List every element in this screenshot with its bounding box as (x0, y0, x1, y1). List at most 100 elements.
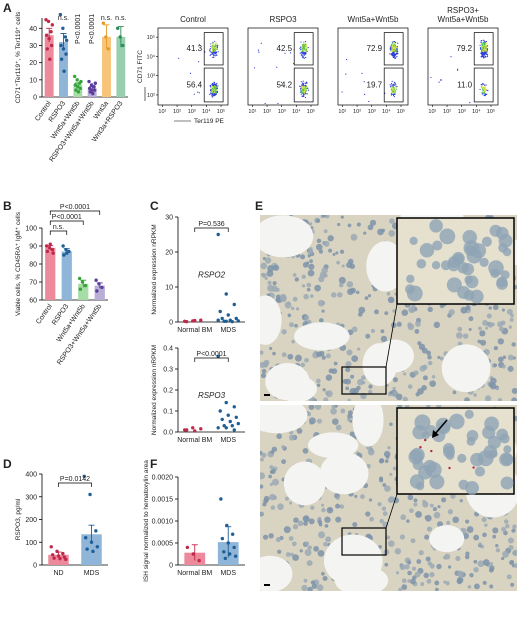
nucleus (434, 580, 440, 586)
nucleus-large (457, 285, 471, 299)
y-tick-label: 0 (169, 320, 173, 327)
data-point (44, 18, 48, 22)
nucleus (384, 562, 389, 567)
flow-event (302, 80, 304, 82)
flow-event (481, 45, 484, 47)
data-point (104, 35, 108, 39)
flow-event (214, 89, 216, 92)
data-point (95, 289, 99, 293)
fat-cell (352, 405, 384, 447)
panel-label: C (150, 199, 159, 213)
nucleus (505, 523, 510, 529)
nucleus (273, 264, 280, 271)
nucleus (486, 313, 492, 319)
flow-event (481, 53, 483, 55)
fat-cell (375, 339, 414, 373)
flow-event (300, 91, 302, 93)
flow-event (482, 87, 484, 89)
y-tick-label: 0 (33, 95, 37, 102)
flow-event (198, 61, 200, 63)
nucleus (407, 494, 414, 501)
flow-event (305, 90, 307, 92)
nucleus (365, 333, 371, 339)
nucleus (416, 559, 422, 564)
flow-event (307, 89, 310, 91)
flow-event (482, 83, 485, 85)
data-point (64, 38, 69, 43)
nucleus (482, 532, 487, 538)
nucleus (388, 540, 395, 547)
nucleus (289, 501, 293, 505)
flow-event (277, 102, 279, 105)
nucleus (382, 511, 388, 517)
data-point (193, 429, 197, 433)
flow-event (484, 84, 486, 86)
nucleus (477, 560, 485, 568)
data-point (47, 36, 51, 41)
nucleus (316, 584, 324, 591)
flow-event (391, 89, 393, 92)
flow-event (216, 83, 218, 85)
nucleus (511, 528, 516, 533)
flow-event (215, 51, 217, 53)
panel-label: E (255, 199, 263, 213)
nucleus (507, 537, 515, 544)
y-tick-label: 0 (169, 563, 173, 570)
nucleus (306, 261, 310, 265)
nucleus (407, 560, 412, 565)
flow-frame (427, 27, 499, 106)
flow-event (209, 92, 212, 94)
flow-event (485, 93, 487, 96)
nucleus (395, 571, 400, 575)
gate-value: 19.7 (367, 80, 383, 89)
flow-event (210, 43, 212, 45)
nucleus (281, 445, 286, 449)
nucleus (315, 218, 321, 223)
nucleus (410, 538, 416, 544)
nucleus (420, 582, 425, 586)
nucleus (389, 472, 393, 476)
flow-event (302, 50, 304, 52)
flow-event (481, 47, 483, 49)
flow-event (302, 83, 305, 85)
data-point (228, 419, 232, 424)
nucleus (358, 306, 366, 314)
nucleus (321, 503, 325, 507)
nucleus (322, 388, 326, 392)
nucleus (392, 386, 396, 390)
nucleus (448, 309, 455, 316)
nucleus (425, 405, 431, 408)
bar (94, 285, 105, 300)
flow-event (213, 46, 215, 48)
flow-event (485, 42, 488, 45)
nucleus (501, 308, 505, 312)
y-axis-label: Viable cells, % CD45RA⁺ IgM⁺ cells (15, 211, 22, 316)
flow-event (486, 48, 488, 50)
flow-event (215, 43, 217, 45)
nucleus (464, 397, 470, 401)
nucleus (418, 550, 424, 556)
data-point (228, 552, 232, 556)
flow-event (214, 42, 216, 44)
bracket (49, 230, 68, 235)
flow-event (307, 46, 309, 49)
flow-event (213, 95, 215, 97)
data-point (47, 246, 52, 250)
flow-event (393, 81, 396, 83)
y-tick-label: 400 (25, 472, 37, 479)
flow-event (395, 83, 397, 85)
flow-event (213, 49, 215, 51)
nucleus-large (470, 243, 487, 259)
flow-title: RSPO3+ (447, 6, 479, 15)
nucleus-large (481, 236, 492, 247)
nucleus-large (439, 228, 456, 245)
nucleus (386, 291, 391, 296)
nucleus (296, 428, 303, 434)
flow-event (304, 46, 306, 49)
fat-cell (260, 405, 308, 434)
nucleus (309, 259, 313, 264)
flow-event (480, 56, 483, 58)
flow-event (214, 94, 216, 97)
nucleus (269, 346, 273, 350)
flow-event (299, 52, 301, 54)
